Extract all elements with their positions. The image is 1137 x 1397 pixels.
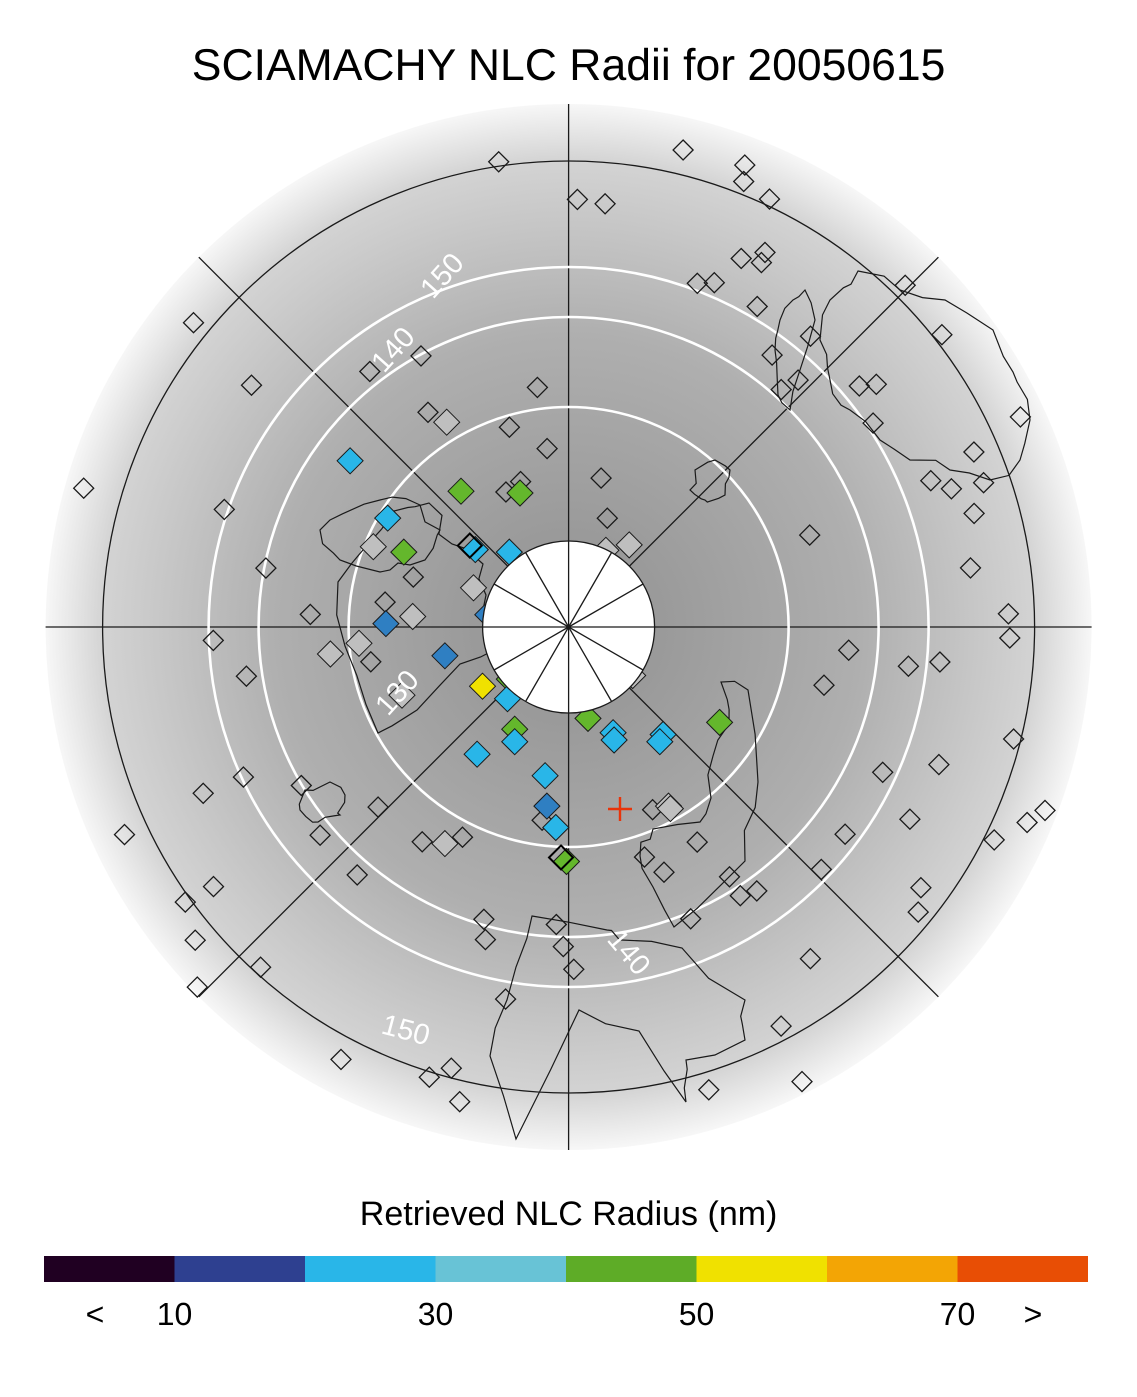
svg-text:30: 30 xyxy=(418,1296,454,1332)
svg-text:Retrieved NLC Radius (nm): Retrieved NLC Radius (nm) xyxy=(360,1195,778,1233)
svg-text:50: 50 xyxy=(679,1296,715,1332)
svg-text:10: 10 xyxy=(157,1296,193,1332)
svg-text:70: 70 xyxy=(940,1296,976,1332)
svg-text:SCIAMACHY NLC Radii for 200506: SCIAMACHY NLC Radii for 20050615 xyxy=(192,41,946,90)
svg-text:>: > xyxy=(1024,1296,1043,1332)
svg-text:<: < xyxy=(86,1296,105,1332)
